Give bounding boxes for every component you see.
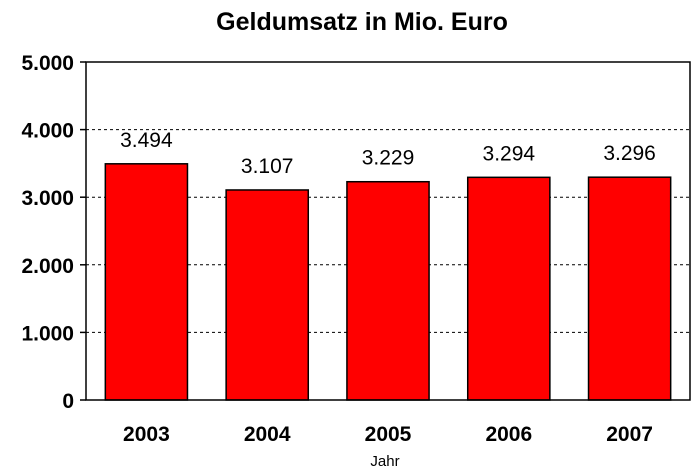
x-axis-ticks: 2003 2004 2005 2006 2007 [123,423,653,446]
chart-title: Geldumsatz in Mio. Euro [216,8,508,36]
data-label: 3.494 [120,129,173,152]
x-tick-label: 2004 [244,423,291,446]
x-tick-label: 2006 [485,423,532,446]
data-label: 3.296 [603,142,656,165]
x-axis-label: Jahr [370,453,399,470]
bar [225,189,310,401]
y-tick-label: 4.000 [21,120,74,143]
bar [104,163,189,401]
data-label: 3.294 [483,142,536,165]
x-tick-label: 2003 [123,423,170,446]
bar [466,176,551,401]
bars [104,163,672,401]
x-tick-label: 2007 [606,423,653,446]
data-label: 3.107 [241,155,294,178]
y-tick-label: 1.000 [21,322,74,345]
y-axis-ticks: 0 1.000 2.000 3.000 4.000 5.000 [21,52,86,413]
x-tick-label: 2005 [365,423,412,446]
bar [346,180,430,401]
plot-area-frame [85,61,691,401]
data-label: 3.229 [362,147,415,170]
data-labels: 3.494 3.107 3.229 3.294 3.296 [120,129,656,178]
y-tick-label: 5.000 [21,52,74,75]
y-tick-label: 2.000 [21,255,74,278]
y-tick-label: 3.000 [21,187,74,210]
y-tick-label: 0 [62,390,74,413]
bar [587,176,672,401]
